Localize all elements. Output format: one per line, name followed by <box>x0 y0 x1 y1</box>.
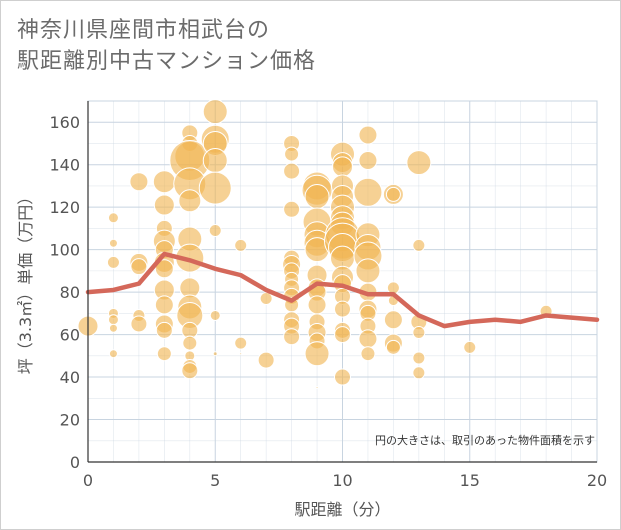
bubble-point <box>202 147 228 173</box>
x-tick-label: 15 <box>460 471 480 490</box>
y-tick-label: 40 <box>60 368 80 387</box>
y-tick-label: 100 <box>49 241 80 260</box>
bubble-point <box>358 150 378 170</box>
bubble-point <box>304 341 330 367</box>
bubble-point <box>108 323 118 333</box>
bubble-point <box>130 258 148 276</box>
bubble-point <box>154 259 174 279</box>
y-tick-label: 140 <box>49 156 80 175</box>
x-tick-label: 10 <box>332 471 352 490</box>
bubble-point <box>106 255 120 269</box>
x-tick-label: 5 <box>210 471 220 490</box>
bubble-point <box>153 194 175 216</box>
bubble-point <box>152 170 176 194</box>
bubble-point <box>130 315 148 333</box>
bubble-point <box>355 258 381 284</box>
average-line-layer <box>85 251 600 329</box>
bubble-point <box>108 349 118 359</box>
bubble-point <box>234 238 248 252</box>
tick-labels: 0 5 10 15 20 0 20 40 60 80 100 120 140 160 <box>49 113 607 490</box>
title-line-2: 駅距離別中古マンション価格 <box>17 49 317 74</box>
bubble-point <box>108 238 118 248</box>
bubble-point <box>406 150 432 176</box>
bubble-point <box>182 335 198 351</box>
bubble-point <box>358 125 378 145</box>
bubble-point <box>412 325 426 339</box>
bubble-point <box>178 189 202 213</box>
bubble-point <box>315 386 319 390</box>
title-line-1: 神奈川県座間市相武台の <box>17 18 271 43</box>
y-tick-label: 160 <box>49 113 80 132</box>
bubble-point <box>332 156 353 178</box>
axes <box>87 101 597 463</box>
bubble-point <box>412 366 426 380</box>
y-tick-label: 20 <box>60 411 80 430</box>
x-tick-label: 0 <box>83 471 93 490</box>
bubble-point <box>156 346 172 362</box>
bubble-point <box>383 310 403 330</box>
x-axis-label: 駅距離（分） <box>294 500 390 519</box>
bubble-point <box>463 340 477 354</box>
bubble-point <box>412 238 426 252</box>
bubble-point <box>155 321 173 339</box>
average-price-line <box>85 251 600 329</box>
bubble-point <box>212 351 218 357</box>
bubble-point <box>334 326 351 344</box>
bubble-point <box>283 162 301 180</box>
bubble-point <box>202 99 228 125</box>
bubble-point <box>283 200 301 218</box>
bubble-point <box>154 295 174 315</box>
bubble-point <box>284 146 300 162</box>
y-tick-label: 60 <box>60 326 80 345</box>
bubble-point <box>412 351 426 365</box>
bubble-point <box>385 186 401 202</box>
bubble-point <box>208 224 222 238</box>
bubble-point <box>107 212 119 224</box>
y-tick-label: 80 <box>60 283 80 302</box>
bubble-point <box>360 346 376 362</box>
bubble-point <box>181 362 199 380</box>
bubble-point <box>209 309 221 321</box>
bubble-point <box>304 184 330 210</box>
chart-title: 神奈川県座間市相武台の 駅距離別中古マンション価格 <box>17 15 316 77</box>
bubble-point <box>257 351 275 369</box>
bubble-point <box>198 171 232 205</box>
bubble-point <box>283 328 301 346</box>
bubble-point <box>358 329 378 349</box>
bubble-point <box>334 300 351 318</box>
bubble-point <box>259 291 273 305</box>
bubble-layer <box>77 99 553 390</box>
x-tick-label: 20 <box>587 471 607 490</box>
bubble-point <box>385 339 401 355</box>
bubble-point <box>234 336 248 350</box>
bubble-point <box>129 172 149 192</box>
bubble-point <box>334 368 351 386</box>
y-tick-label: 0 <box>70 453 80 472</box>
bubble-point <box>307 295 327 315</box>
bubble-point <box>239 352 243 356</box>
y-axis-label: 坪（3.3㎡）単価（万円） <box>16 189 35 374</box>
bubble-point <box>107 314 119 326</box>
bubble-point <box>353 177 383 207</box>
y-tick-label: 120 <box>49 198 80 217</box>
size-legend-note: 円の大きさは、取引のあった物件面積を示す <box>375 433 595 447</box>
